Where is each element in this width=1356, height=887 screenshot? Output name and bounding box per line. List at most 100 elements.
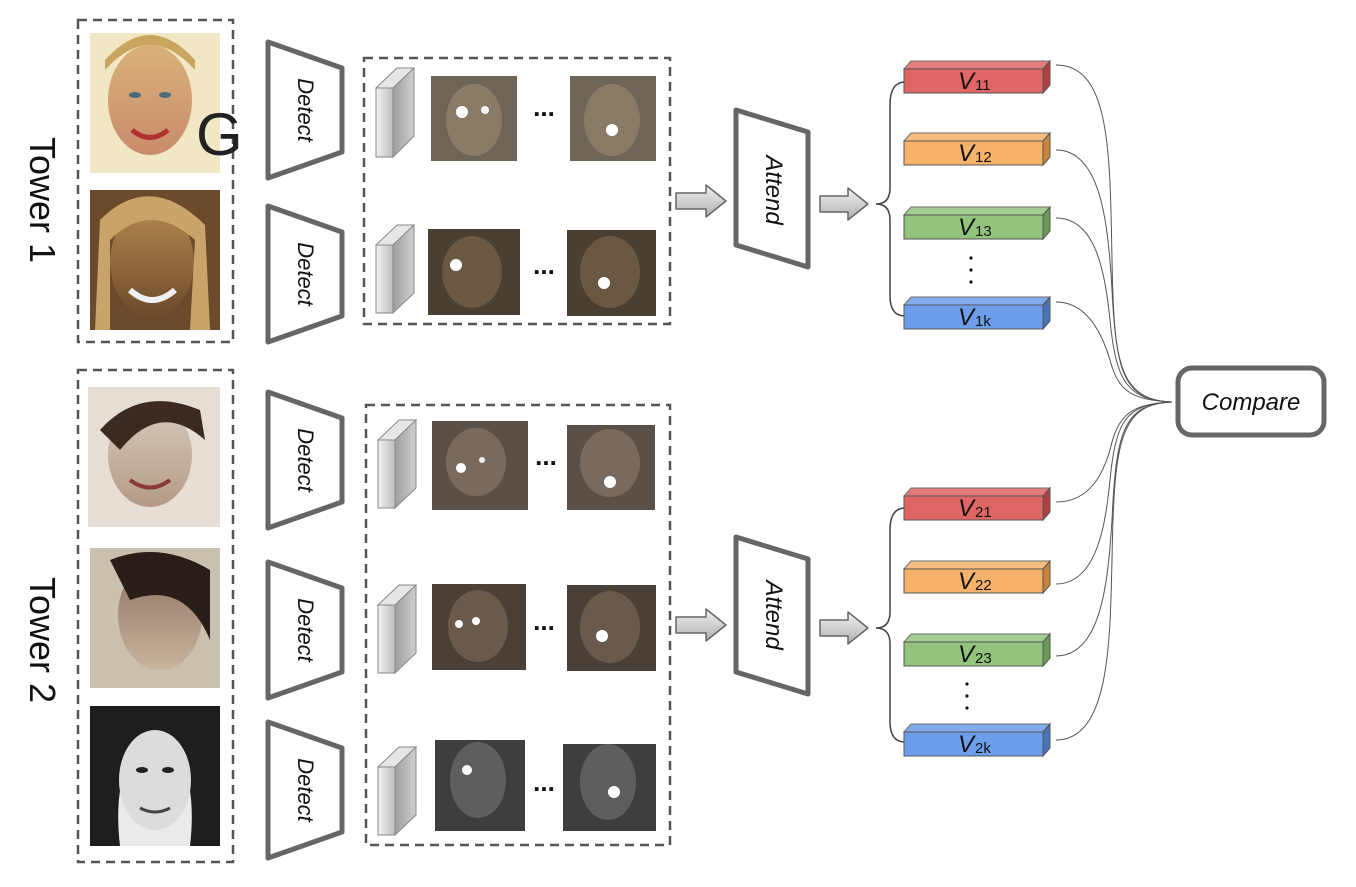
arrow-icon [675, 184, 727, 218]
ellipsis: ... [533, 250, 555, 280]
compare-box [1175, 365, 1327, 438]
attend-trapezoid [733, 107, 811, 270]
vector-name: V [958, 140, 976, 167]
vector-name: V [958, 68, 976, 95]
attention-patch-2 [567, 425, 655, 510]
tower-2-attend: Attend [733, 534, 811, 697]
attention-patch-2 [567, 585, 656, 671]
tower-2-photo-2 [90, 548, 220, 688]
vector-name: V [958, 731, 976, 758]
svg-text:G: G [196, 101, 243, 168]
tower-1-detection-box [362, 56, 672, 326]
vector-subscript: 12 [975, 149, 992, 166]
tower-2-vdots [965, 682, 969, 710]
vector-name: V [958, 304, 976, 331]
tower-1-input-box [76, 18, 235, 344]
vector-name: V [958, 214, 976, 241]
tower-2-label: Tower 2 [22, 577, 63, 703]
tower-1-vector-3: V 13 [902, 205, 1052, 241]
ellipsis: ... [533, 606, 555, 636]
vector-subscript: 21 [975, 504, 992, 521]
ellipsis: ... [535, 441, 557, 471]
attention-patch-1 [435, 740, 525, 831]
tower-2-input-box [76, 368, 235, 864]
tower-2-vector-1: V 21 [902, 486, 1052, 522]
vector-bar [903, 140, 1044, 166]
feature-cube-icon [374, 223, 416, 315]
tower-2-detect-2: Detect [265, 559, 345, 701]
tower-2: Tower 2 Detect Detect [22, 368, 1052, 864]
vector-name: V [958, 641, 976, 668]
compare-node: Compare [1175, 365, 1327, 438]
feature-cube-icon [374, 66, 416, 159]
tower-1-vdots [969, 256, 973, 284]
detect-label: Detect [293, 428, 318, 492]
vector-bar [903, 495, 1044, 521]
compare-label: Compare [1202, 389, 1301, 416]
ellipsis: ... [533, 767, 555, 797]
tower-2-vector-k: V 2k [902, 722, 1052, 758]
tower-1-label: Tower 1 [22, 137, 63, 263]
arrow-icon [819, 187, 869, 221]
vector-subscript: 22 [975, 577, 992, 594]
tower-1-detect-1: Detect [265, 39, 345, 181]
detect-trapezoid [265, 389, 345, 531]
detect-label: Detect [293, 242, 318, 306]
tower-1-photo-2 [90, 190, 220, 330]
tower-2-photo-3 [90, 706, 220, 846]
tower-1-detect-2: Detect [265, 203, 345, 345]
vector-bar [903, 304, 1044, 330]
attention-patch-1 [432, 421, 528, 510]
attention-patch-2 [563, 744, 656, 831]
tower-1: Tower 1 G Detect Detect [22, 18, 1052, 345]
attention-patch-1 [431, 76, 517, 161]
feature-cube-icon [376, 745, 418, 837]
tower-1-vector-k: V 1k [902, 295, 1052, 331]
feature-cube-icon [376, 583, 418, 675]
tower-1-attend: Attend [733, 107, 811, 270]
vector-subscript: 2k [975, 740, 991, 757]
attention-patch-2 [567, 230, 656, 316]
detect-label: Detect [293, 598, 318, 662]
tower-2-vector-2: V 22 [902, 559, 1052, 595]
feature-cube-icon [376, 418, 418, 510]
arrow-icon [819, 611, 869, 645]
tower-1-vector-1: V 11 [902, 59, 1052, 95]
compare-connectors [1055, 64, 1173, 741]
vector-subscript: 11 [975, 77, 991, 94]
detect-trapezoid [265, 719, 345, 861]
vector-subscript: 13 [975, 223, 992, 240]
tower-1-photo-1: G [90, 33, 243, 173]
vector-name: V [958, 568, 976, 595]
arrow-icon [675, 608, 727, 642]
tower-2-detect-1: Detect [265, 389, 345, 531]
detect-label: Detect [293, 758, 318, 822]
tower-2-row-1: ... [376, 418, 655, 510]
tower-1-row-2: ... [374, 223, 656, 316]
attention-patch-1 [432, 584, 526, 670]
detect-trapezoid [265, 203, 345, 345]
attention-patch-1 [428, 229, 520, 315]
brace [875, 81, 906, 317]
vector-bar [903, 568, 1044, 594]
brace [875, 507, 906, 743]
tower-1-row-1: ... [374, 66, 656, 161]
ellipsis: ... [533, 92, 555, 122]
attention-patch-2 [570, 76, 656, 161]
detect-trapezoid [265, 39, 345, 181]
attend-label: Attend [760, 153, 787, 225]
detect-label: Detect [293, 78, 318, 142]
tower-1-vector-2: V 12 [902, 131, 1052, 167]
vector-name: V [958, 495, 976, 522]
tower-2-row-3: ... [376, 740, 656, 837]
tower-2-row-2: ... [376, 583, 656, 675]
vector-bar [903, 731, 1044, 757]
attend-label: Attend [760, 578, 787, 650]
vector-subscript: 23 [975, 650, 992, 667]
tower-2-vector-3: V 23 [902, 632, 1052, 668]
tower-2-detection-box [364, 403, 672, 847]
detect-trapezoid [265, 559, 345, 701]
tower-2-detect-3: Detect [265, 719, 345, 861]
